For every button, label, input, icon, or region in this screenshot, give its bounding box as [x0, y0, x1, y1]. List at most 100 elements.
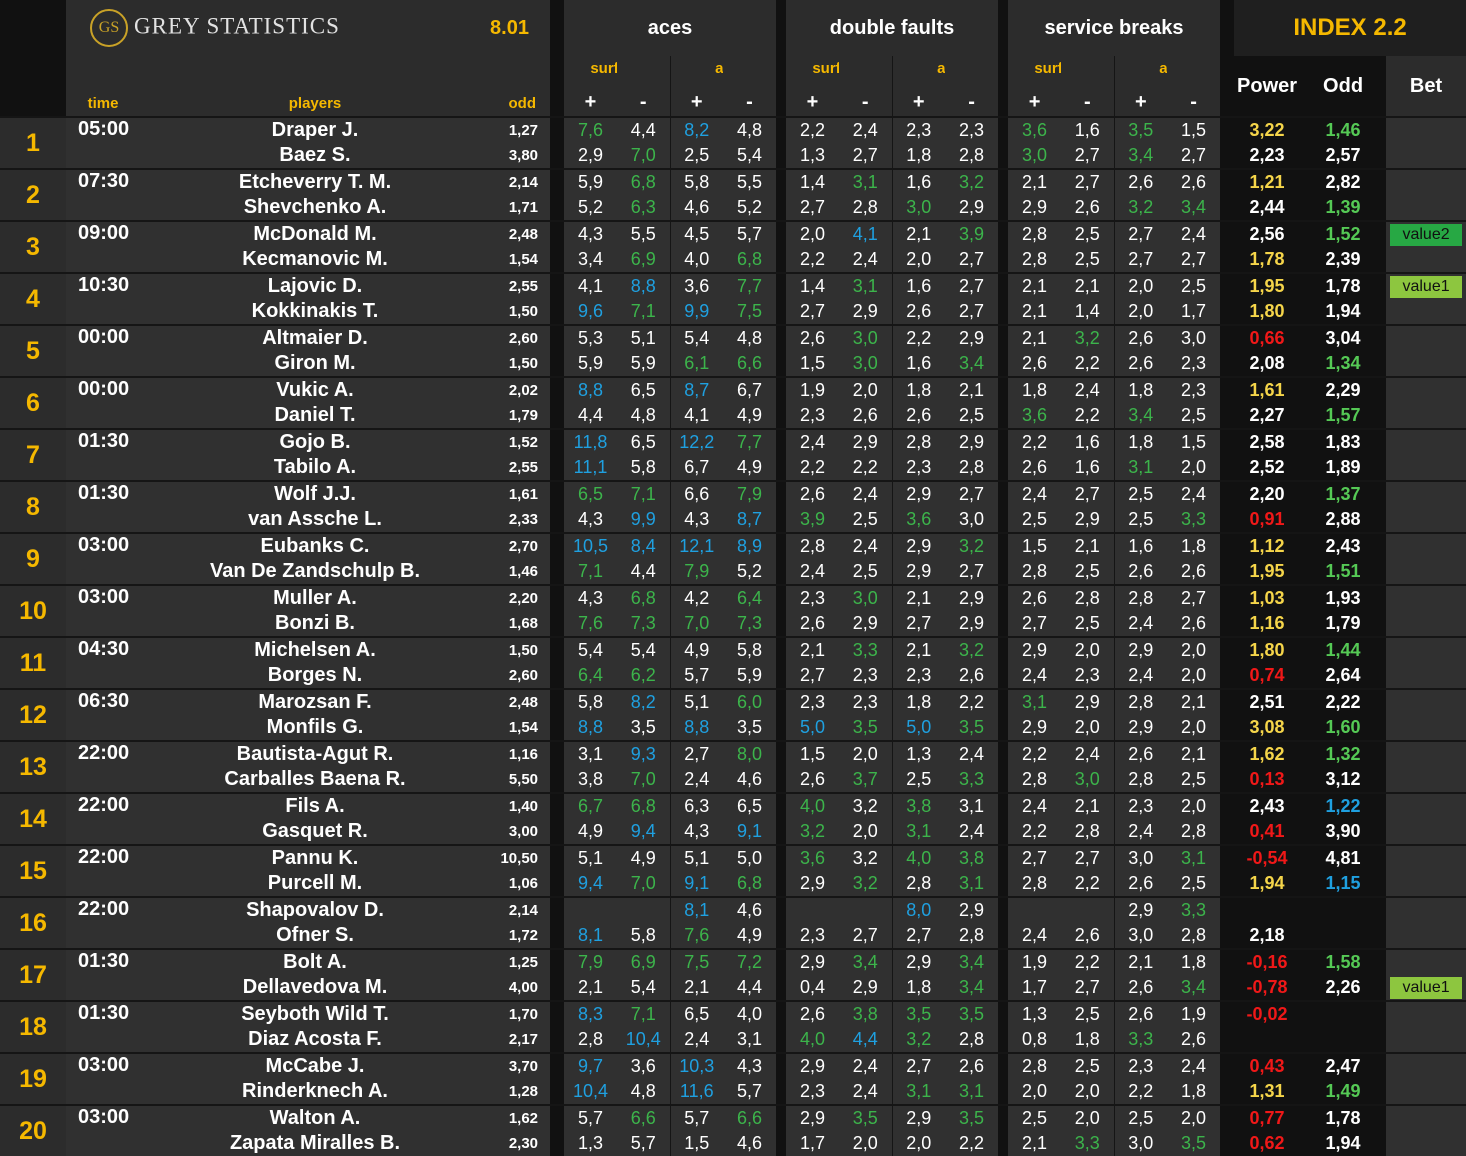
stat-aces-all-plus: 4,1	[669, 403, 724, 429]
stat-aces-all-minus: 8,9	[723, 532, 777, 559]
index-odd: 3,90	[1300, 819, 1387, 845]
index-title: INDEX 2.2	[1234, 0, 1466, 56]
subheader-double-faults-surface: surface	[812, 60, 839, 77]
stat-df-all-minus: 3,5	[945, 1000, 999, 1027]
stat-aces-all-minus: 7,5	[723, 299, 777, 325]
index-odd: 1,39	[1300, 195, 1387, 221]
stat-df-all-plus: 3,5	[891, 1000, 946, 1027]
player-odd: 1,71	[490, 195, 551, 221]
index-power: 1,03	[1234, 584, 1301, 611]
stat-breaks-surface-plus: 2,6	[1008, 455, 1062, 481]
stat-aces-surface-minus: 4,8	[617, 1079, 671, 1105]
stat-aces-all-minus: 5,2	[723, 195, 777, 221]
stat-df-surface-minus: 2,8	[839, 195, 893, 221]
stat-aces-surface-plus: 5,8	[564, 688, 618, 715]
stat-breaks-surface-plus: 2,8	[1008, 247, 1062, 273]
stat-aces-surface-minus: 5,4	[617, 975, 671, 1001]
table-row: Monfils G. 1,54 8,8 3,5 8,8 3,5 5,0 3,5 5,0 3,5 2,…	[0, 715, 1466, 741]
index-power: 0,74	[1234, 663, 1301, 689]
stat-df-all-minus: 3,1	[945, 1079, 999, 1105]
table-row: 6 00:00 Vukic A. 2,02 8,8 6,5 8,7 6,7 1,9 2,0 1,8 2…	[0, 376, 1466, 429]
player-odd: 2,14	[490, 168, 551, 195]
stat-aces-surface-plus: 1,3	[564, 1131, 618, 1156]
index-odd: 2,43	[1300, 532, 1387, 559]
stat-aces-surface-minus: 6,8	[617, 168, 671, 195]
stat-df-all-minus: 2,6	[945, 663, 999, 689]
stat-aces-all-minus: 5,2	[723, 559, 777, 585]
stat-breaks-surface-minus: 2,9	[1061, 507, 1115, 533]
stat-breaks-all-plus: 3,0	[1113, 844, 1168, 871]
stat-aces-all-minus: 6,7	[723, 376, 777, 403]
index-odd	[1300, 1000, 1387, 1027]
stat-breaks-surface-plus: 2,9	[1008, 195, 1062, 221]
match-number: 18	[0, 1000, 66, 1053]
stat-aces-all-plus: 4,6	[669, 195, 724, 221]
index-power: 1,94	[1234, 871, 1301, 897]
index-odd: 2,26	[1300, 975, 1387, 1001]
table-row: 11 04:30 Michelsen A. 1,50 5,4 5,4 4,9 5,8 2,1 3,…	[0, 636, 1466, 689]
index-odd	[1300, 923, 1387, 949]
stat-breaks-all-plus: 1,8	[1113, 428, 1168, 455]
stat-aces-surface-minus: 5,7	[617, 1131, 671, 1156]
stat-breaks-all-plus: 3,0	[1113, 923, 1168, 949]
stat-df-surface-minus	[839, 896, 893, 923]
stat-breaks-all-minus: 1,8	[1167, 532, 1221, 559]
stat-df-all-plus: 2,8	[891, 871, 946, 897]
stat-aces-surface-minus: 6,3	[617, 195, 671, 221]
stat-breaks-surface-plus: 2,8	[1008, 871, 1062, 897]
index-odd: 2,57	[1300, 143, 1387, 169]
stat-breaks-surface-minus: 1,6	[1061, 428, 1115, 455]
stat-breaks-all-plus: 1,8	[1113, 376, 1168, 403]
col-header-double-faults-all-minus: -	[945, 56, 999, 117]
bet-cell	[1386, 1131, 1466, 1156]
brand-logo: GS GREY STATISTICS	[66, 0, 491, 56]
stat-breaks-all-plus: 2,8	[1113, 767, 1168, 793]
stat-df-all-plus: 5,0	[891, 715, 946, 741]
player-name: Baez S.	[140, 143, 491, 169]
stat-aces-surface-plus: 7,6	[564, 116, 618, 143]
stat-df-all-plus: 1,3	[891, 740, 946, 767]
stat-aces-surface-plus: 5,9	[564, 168, 618, 195]
index-power: 3,08	[1234, 715, 1301, 741]
stat-breaks-all-minus: 2,5	[1167, 403, 1221, 429]
index-power: 1,31	[1234, 1079, 1301, 1105]
player-odd: 2,55	[490, 455, 551, 481]
player-odd: 2,70	[490, 532, 551, 559]
stat-df-surface-plus: 2,4	[786, 559, 840, 585]
stat-aces-all-plus: 5,1	[669, 844, 724, 871]
stat-breaks-surface-plus: 3,1	[1008, 688, 1062, 715]
stat-breaks-surface-minus: 2,3	[1061, 663, 1115, 689]
col-header-index-odd: Odd	[1300, 56, 1387, 117]
player-name: Rinderknech A.	[140, 1079, 491, 1105]
stat-df-all-minus: 3,9	[945, 220, 999, 247]
stat-df-all-minus: 3,1	[945, 871, 999, 897]
stat-breaks-all-plus: 2,2	[1113, 1079, 1168, 1105]
stat-aces-surface-minus: 6,2	[617, 663, 671, 689]
table-row: Borges N. 2,60 6,4 6,2 5,7 5,9 2,7 2,3 2,3 2,6 2,4…	[0, 663, 1466, 689]
sign-plus: +	[912, 91, 925, 113]
stat-aces-surface-minus: 8,2	[617, 688, 671, 715]
stat-aces-surface-minus: 4,8	[617, 403, 671, 429]
player-name: Shapovalov D.	[140, 896, 491, 923]
stat-breaks-all-plus: 2,7	[1113, 247, 1168, 273]
stat-df-all-plus: 2,6	[891, 403, 946, 429]
match-time: 10:30	[66, 272, 140, 325]
stat-aces-surface-plus: 2,8	[564, 1027, 618, 1053]
stat-df-surface-minus: 2,4	[839, 247, 893, 273]
stat-aces-surface-minus: 3,6	[617, 1052, 671, 1079]
match-time: 22:00	[66, 740, 140, 793]
stat-df-surface-minus: 2,6	[839, 403, 893, 429]
stat-breaks-all-minus: 3,4	[1167, 975, 1221, 1001]
bet-cell	[1386, 740, 1466, 767]
stat-aces-all-plus: 9,1	[669, 871, 724, 897]
match-time: 06:30	[66, 688, 140, 741]
match-number: 2	[0, 168, 66, 221]
stat-aces-surface-plus: 4,1	[564, 272, 618, 299]
stat-breaks-all-plus: 3,0	[1113, 1131, 1168, 1156]
player-odd: 1,28	[490, 1079, 551, 1105]
match-time: 22:00	[66, 792, 140, 845]
stat-breaks-all-plus: 3,5	[1113, 116, 1168, 143]
stat-df-surface-minus: 2,2	[839, 455, 893, 481]
stat-breaks-surface-minus: 2,5	[1061, 559, 1115, 585]
stat-df-surface-plus: 2,9	[786, 1104, 840, 1131]
